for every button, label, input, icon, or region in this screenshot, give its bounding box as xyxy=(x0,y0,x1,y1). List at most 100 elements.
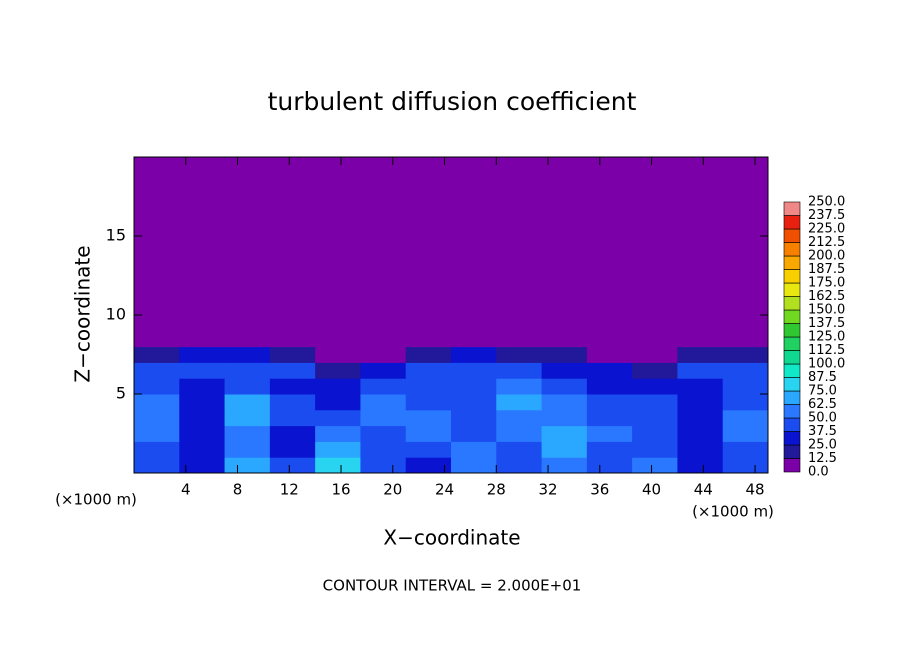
heatmap-cell xyxy=(586,394,633,411)
colorbar-band xyxy=(783,309,801,324)
colorbar-band xyxy=(783,215,801,230)
heatmap-cell xyxy=(722,378,769,395)
colorbar-band xyxy=(783,228,801,243)
heatmap-cell xyxy=(496,425,543,442)
heatmap-cell xyxy=(722,409,769,427)
heatmap-cell xyxy=(134,441,180,458)
heatmap-cell xyxy=(722,394,769,411)
heatmap-cell xyxy=(451,441,497,458)
heatmap-cell xyxy=(405,457,452,474)
heatmap-cell xyxy=(586,441,633,458)
heatmap-cell xyxy=(677,425,724,442)
heatmap-cell xyxy=(224,441,271,458)
heatmap-cell xyxy=(179,346,226,363)
colorbar-band xyxy=(783,323,801,338)
heatmap-cell xyxy=(269,441,316,458)
heatmap-cell xyxy=(632,362,678,379)
heatmap-cell xyxy=(269,425,316,442)
heatmap-cell xyxy=(224,394,271,411)
heatmap-cell xyxy=(315,425,361,442)
colorbar-band xyxy=(783,282,801,297)
heatmap-cell xyxy=(632,157,678,348)
x-unit: (×1000 m) xyxy=(55,491,137,509)
colorbar-band xyxy=(783,242,801,257)
heatmap-cell xyxy=(451,425,497,442)
heatmap-cell xyxy=(360,346,407,363)
heatmap-cell xyxy=(405,425,452,442)
heatmap-cell xyxy=(269,409,316,427)
heatmap-cell xyxy=(360,378,407,395)
heatmap-cell xyxy=(632,378,678,395)
heatmap-cell xyxy=(496,441,543,458)
heatmap-cell xyxy=(586,362,633,379)
heatmap-cell xyxy=(451,457,497,474)
heatmap-cell xyxy=(360,457,407,474)
x-tick-label: 20 xyxy=(383,481,402,499)
heatmap-cell xyxy=(677,378,724,395)
heatmap-cell xyxy=(496,394,543,411)
heatmap-cell xyxy=(677,441,724,458)
x-tick-label: 40 xyxy=(642,481,661,499)
heatmap-cell xyxy=(360,409,407,427)
heatmap-cell xyxy=(541,457,588,474)
heatmap-cell xyxy=(360,441,407,458)
heatmap-cell xyxy=(677,346,724,363)
heatmap-cell xyxy=(269,157,316,348)
heatmap-cell xyxy=(722,362,769,379)
colorbar-band xyxy=(783,431,801,446)
x-tick-label: 16 xyxy=(331,481,350,499)
heatmap-cell xyxy=(315,157,361,348)
heatmap-cell xyxy=(360,157,407,348)
colorbar-label: 162.5 xyxy=(808,289,845,304)
heatmap-cell xyxy=(722,457,769,474)
colorbar-label: 225.0 xyxy=(808,222,845,237)
heatmap-cell xyxy=(269,457,316,474)
colorbar-band xyxy=(783,444,801,459)
heatmap-cell xyxy=(632,346,678,363)
heatmap-cell xyxy=(360,394,407,411)
colorbar-label: 200.0 xyxy=(808,249,845,264)
heatmap-cell xyxy=(134,425,180,442)
heatmap-cell xyxy=(405,378,452,395)
x-tick-label: 48 xyxy=(746,481,765,499)
colorbar-band xyxy=(783,336,801,351)
heatmap-cell xyxy=(269,394,316,411)
heatmap-cell xyxy=(586,425,633,442)
colorbar-band xyxy=(783,201,801,216)
x-tick-label: 24 xyxy=(435,481,454,499)
heatmap-cell xyxy=(179,378,226,395)
colorbar-label: 250.0 xyxy=(808,195,845,210)
colorbar-band xyxy=(783,390,801,405)
x-tick-label: 4 xyxy=(181,481,191,499)
heatmap-cell xyxy=(179,457,226,474)
heatmap-cell xyxy=(405,441,452,458)
heatmap-cell xyxy=(315,441,361,458)
heatmap-cell xyxy=(451,394,497,411)
heatmap-cell xyxy=(224,425,271,442)
heatmap-cell xyxy=(541,394,588,411)
colorbar-band xyxy=(783,377,801,392)
heatmap-cell xyxy=(632,441,678,458)
colorbar-label: 87.5 xyxy=(808,370,837,385)
heatmap-cell xyxy=(360,425,407,442)
heatmap-cell xyxy=(134,378,180,395)
colorbar-band xyxy=(783,363,801,378)
heatmap-cell xyxy=(541,362,588,379)
heatmap-cell xyxy=(722,441,769,458)
heatmap-cell xyxy=(224,346,271,363)
heatmap-cell xyxy=(224,157,271,348)
colorbar-label: 100.0 xyxy=(808,357,845,372)
heatmap-cell xyxy=(586,346,633,363)
heatmap-cell xyxy=(586,378,633,395)
colorbar-label: 50.0 xyxy=(808,411,837,426)
heatmap-cell xyxy=(405,157,452,348)
colorbar-label: 150.0 xyxy=(808,303,845,318)
footnote: CONTOUR INTERVAL = 2.000E+01 xyxy=(323,577,582,595)
heatmap-cell xyxy=(224,378,271,395)
colorbar-band xyxy=(783,296,801,311)
colorbar-label: 175.0 xyxy=(808,276,845,291)
heatmap-cell xyxy=(179,394,226,411)
colorbar-label: 125.0 xyxy=(808,330,845,345)
heatmap-cell xyxy=(677,157,724,348)
